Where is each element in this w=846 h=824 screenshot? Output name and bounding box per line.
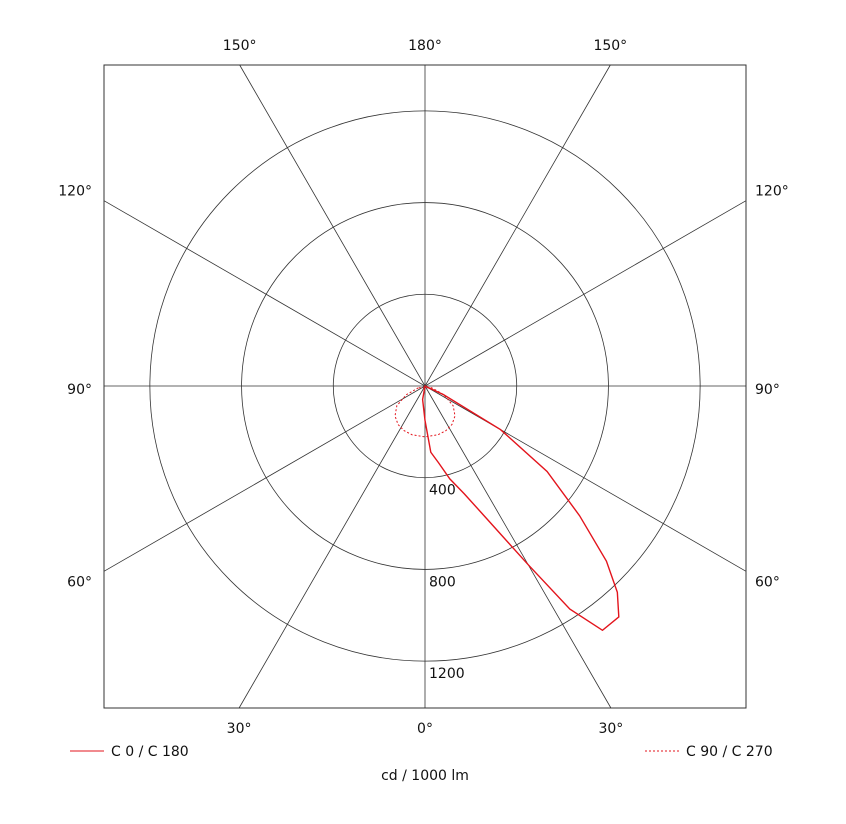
legend-label: C 0 / C 180 <box>111 744 189 760</box>
angle-tick-label: 150° <box>223 38 257 54</box>
intensity-curve <box>421 384 620 632</box>
angle-tick-label: 60° <box>67 574 92 590</box>
grid-line <box>424 64 611 387</box>
angle-tick-label: 90° <box>755 382 780 398</box>
grid-line <box>424 200 747 387</box>
angle-tick-label: 0° <box>417 721 433 737</box>
grid-line <box>103 200 426 387</box>
grid-line <box>103 385 426 572</box>
grid-line <box>239 64 426 387</box>
angle-tick-label: 120° <box>58 184 92 200</box>
grid-line <box>238 385 426 709</box>
grid-line <box>424 385 747 572</box>
angle-tick-label: 90° <box>67 382 92 398</box>
angle-tick-label: 180° <box>408 38 442 54</box>
angle-tick-label: 150° <box>593 38 627 54</box>
intensity-curve <box>394 387 456 438</box>
grid-line <box>424 385 612 709</box>
r-tick-label: 1200 <box>429 666 465 682</box>
angle-tick-label: 30° <box>598 721 623 737</box>
r-tick-label: 800 <box>429 574 456 590</box>
angle-tick-label: 30° <box>227 721 252 737</box>
angle-tick-label: 60° <box>755 574 780 590</box>
legend-label: C 90 / C 270 <box>686 744 773 760</box>
angle-tick-label: 120° <box>755 184 789 200</box>
r-tick-label: 400 <box>429 483 456 499</box>
unit-label: cd / 1000 lm <box>381 768 469 784</box>
